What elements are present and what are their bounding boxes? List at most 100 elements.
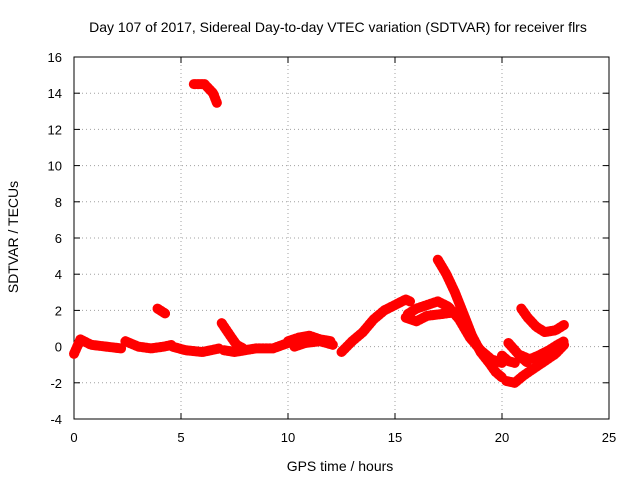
data-point [554, 341, 562, 349]
y-tick-label: 10 [48, 159, 62, 174]
data-point [117, 344, 125, 352]
data-point [524, 314, 532, 322]
data-point [160, 343, 168, 351]
data-arc [170, 344, 222, 354]
data-point [316, 337, 324, 345]
data-arc [191, 82, 220, 107]
data-point [423, 312, 431, 320]
data-point [213, 100, 221, 108]
y-tick-label: 12 [48, 122, 62, 137]
data-point [391, 301, 399, 309]
x-tick-label: 15 [388, 430, 402, 445]
data-point [348, 337, 356, 345]
data-point [412, 317, 420, 325]
data-point [534, 352, 542, 360]
series-arc-14 [497, 350, 520, 368]
data-point [468, 332, 476, 340]
data-point [147, 344, 155, 352]
data-point [329, 341, 337, 349]
data-point [504, 357, 512, 365]
data-point [70, 350, 78, 358]
data-point [201, 80, 208, 88]
series-layer [69, 79, 570, 388]
data-point [541, 357, 549, 365]
series-arc-9 [289, 336, 338, 352]
series-arc-1 [69, 334, 127, 359]
data-point [220, 346, 228, 354]
data-arc [292, 339, 335, 349]
data-point [451, 308, 459, 316]
y-tick-label: 14 [48, 86, 62, 101]
x-tick-label: 0 [70, 430, 77, 445]
data-point [209, 89, 217, 97]
series-arc-10 [336, 294, 415, 357]
data-point [438, 310, 446, 318]
data-point [423, 301, 431, 309]
data-point [301, 339, 309, 347]
data-point [87, 341, 95, 349]
data-point [252, 344, 260, 352]
x-tick-label: 20 [495, 430, 509, 445]
data-point [338, 348, 345, 356]
data-point [284, 337, 292, 345]
data-point [370, 315, 378, 323]
data-point [532, 323, 540, 331]
data-point [451, 288, 459, 296]
data-point [511, 379, 519, 387]
data-point [406, 297, 414, 305]
data-point [359, 328, 367, 336]
data-point [218, 319, 226, 327]
series-arc-7 [218, 338, 293, 357]
data-point [442, 270, 450, 278]
y-axis: -4 -2 0 2 4 6 8 10 12 14 16 [48, 50, 609, 427]
series-arc-13 [432, 254, 507, 383]
series-arc-12 [400, 307, 469, 327]
data-point [511, 346, 519, 354]
x-tick-label: 5 [177, 430, 184, 445]
series-arc-17 [516, 336, 570, 365]
data-point [412, 305, 420, 313]
series-arc-4 [167, 341, 225, 357]
y-tick-label: -2 [50, 376, 62, 391]
data-point [477, 348, 485, 356]
y-tick-label: 0 [55, 340, 62, 355]
data-point [198, 348, 206, 356]
data-point [504, 339, 512, 347]
data-point [226, 332, 234, 340]
data-point [519, 372, 527, 380]
series-arc-2 [120, 336, 178, 354]
x-tick-label: 10 [281, 430, 295, 445]
data-point [162, 310, 170, 318]
data-point [380, 306, 388, 314]
data-point [485, 359, 493, 367]
data-point [511, 359, 519, 367]
data-point [517, 305, 525, 313]
data-point [181, 346, 189, 354]
data-point [76, 335, 84, 343]
data-point [517, 352, 525, 360]
y-tick-label: 6 [55, 231, 62, 246]
x-axis-label: GPS time / hours [287, 458, 394, 474]
series-arc-3 [152, 303, 171, 319]
data-point [434, 256, 442, 264]
data-point [530, 364, 538, 372]
data-point [498, 352, 506, 360]
data-point [560, 337, 568, 345]
data-point [402, 314, 410, 322]
data-point [269, 344, 277, 352]
gridlines [74, 57, 609, 419]
data-point [290, 343, 298, 351]
data-point [134, 343, 142, 351]
data-point [552, 326, 559, 334]
y-axis-label: SDTVAR / TECUs [5, 181, 21, 293]
data-point [231, 348, 238, 356]
chart-title: Day 107 of 2017, Sidereal Day-to-day VTE… [89, 19, 587, 35]
y-tick-label: 2 [55, 303, 62, 318]
data-point [154, 305, 161, 313]
x-tick-label: 25 [602, 430, 616, 445]
data-point [168, 343, 176, 351]
data-point [492, 368, 500, 376]
data-point [502, 377, 510, 385]
data-point [560, 321, 568, 329]
